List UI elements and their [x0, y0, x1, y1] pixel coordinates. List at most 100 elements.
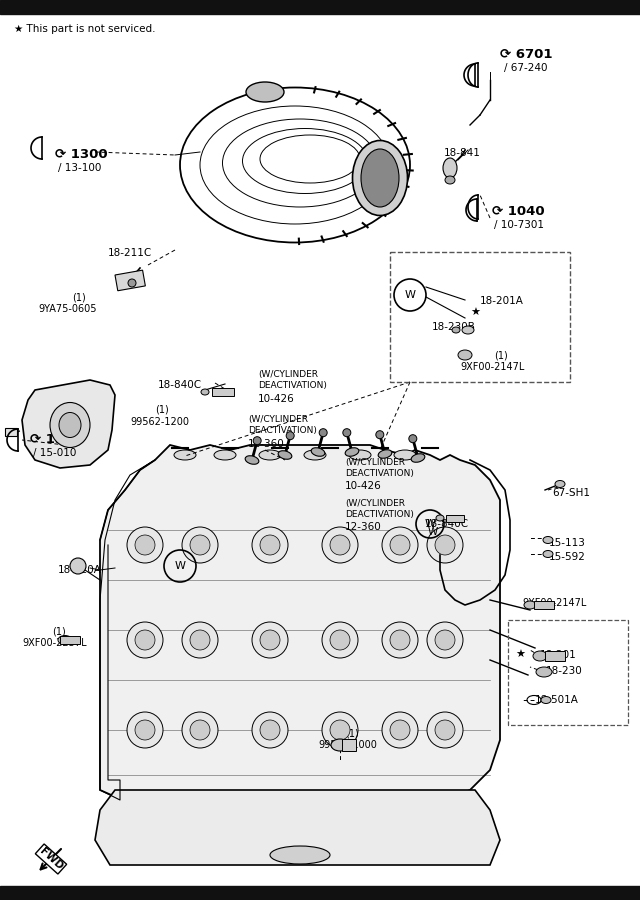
Polygon shape [100, 445, 500, 820]
Ellipse shape [543, 536, 553, 544]
Text: 99562-1000: 99562-1000 [318, 740, 377, 750]
Circle shape [435, 720, 455, 740]
Ellipse shape [361, 149, 399, 207]
Text: DEACTIVATION): DEACTIVATION) [248, 426, 317, 435]
Ellipse shape [536, 667, 552, 677]
Circle shape [182, 712, 218, 748]
Text: (W/CYLINDER: (W/CYLINDER [248, 415, 308, 424]
Polygon shape [95, 790, 500, 865]
Circle shape [409, 435, 417, 443]
Circle shape [135, 720, 155, 740]
Ellipse shape [174, 450, 196, 460]
Circle shape [343, 428, 351, 436]
Ellipse shape [345, 447, 359, 456]
Text: 12-360: 12-360 [248, 439, 285, 449]
Ellipse shape [462, 326, 474, 334]
Ellipse shape [353, 140, 408, 215]
Ellipse shape [394, 450, 416, 460]
Text: ⟳ 6701: ⟳ 6701 [500, 48, 552, 61]
Circle shape [390, 535, 410, 555]
Circle shape [252, 622, 288, 658]
Text: (1): (1) [72, 292, 86, 302]
Circle shape [260, 630, 280, 650]
Ellipse shape [245, 455, 259, 464]
Circle shape [135, 535, 155, 555]
Circle shape [127, 712, 163, 748]
Text: 18-841: 18-841 [444, 148, 481, 158]
Circle shape [70, 558, 86, 574]
Ellipse shape [246, 82, 284, 102]
Text: 18-211C: 18-211C [108, 248, 152, 258]
Text: 18-230: 18-230 [546, 666, 583, 676]
Ellipse shape [541, 697, 551, 704]
Ellipse shape [411, 454, 425, 463]
Text: / 10-7301: / 10-7301 [494, 220, 544, 230]
Text: 18-230B: 18-230B [432, 322, 476, 332]
Circle shape [322, 622, 358, 658]
Ellipse shape [543, 551, 553, 557]
Ellipse shape [50, 402, 90, 447]
Circle shape [127, 527, 163, 563]
Ellipse shape [349, 450, 371, 460]
Text: ⟳ 1500: ⟳ 1500 [30, 433, 83, 446]
Text: W: W [175, 561, 186, 571]
Text: 10-426: 10-426 [258, 394, 295, 404]
Bar [390, 252, 570, 382]
Circle shape [322, 527, 358, 563]
Text: (W/CYLINDER: (W/CYLINDER [345, 458, 405, 467]
Text: W: W [404, 290, 415, 300]
Ellipse shape [278, 451, 292, 459]
Ellipse shape [445, 176, 455, 184]
Text: (W/CYLINDER: (W/CYLINDER [258, 370, 318, 379]
Bar [5, 428, 17, 436]
Circle shape [252, 712, 288, 748]
Text: 67-SH1: 67-SH1 [552, 488, 590, 498]
Circle shape [286, 432, 294, 440]
Text: 9YA75-0605: 9YA75-0605 [38, 304, 97, 314]
Ellipse shape [524, 601, 536, 609]
Ellipse shape [436, 515, 444, 521]
Circle shape [182, 527, 218, 563]
Text: 18-501A: 18-501A [535, 695, 579, 705]
Ellipse shape [214, 450, 236, 460]
Circle shape [190, 535, 210, 555]
Bar [0, 0, 640, 14]
Ellipse shape [378, 450, 392, 458]
Circle shape [127, 622, 163, 658]
Text: 18-920A: 18-920A [58, 565, 102, 575]
Ellipse shape [311, 447, 325, 456]
Circle shape [435, 535, 455, 555]
Text: FWD: FWD [38, 846, 65, 872]
Ellipse shape [555, 481, 565, 488]
Text: 15-113: 15-113 [549, 538, 586, 548]
Circle shape [190, 720, 210, 740]
Text: (1): (1) [345, 728, 359, 738]
Text: 18-201: 18-201 [540, 650, 577, 660]
Bar [446, 515, 464, 522]
Bar [342, 739, 356, 751]
Circle shape [427, 712, 463, 748]
Text: 9XF00-2257L: 9XF00-2257L [22, 638, 86, 648]
Ellipse shape [58, 635, 72, 644]
Circle shape [427, 622, 463, 658]
Bar [60, 636, 80, 644]
Text: ⟳ 1040: ⟳ 1040 [492, 205, 545, 218]
Text: 10-426: 10-426 [345, 481, 381, 491]
Text: ★: ★ [470, 308, 480, 318]
Text: ★: ★ [515, 650, 525, 660]
Text: / 13-100: / 13-100 [58, 163, 101, 173]
Text: (1): (1) [52, 626, 66, 636]
Bar [508, 620, 628, 725]
Circle shape [382, 622, 418, 658]
Ellipse shape [201, 389, 209, 395]
Text: W: W [424, 519, 435, 529]
Text: DEACTIVATION): DEACTIVATION) [258, 381, 327, 390]
Ellipse shape [533, 651, 547, 661]
Circle shape [390, 720, 410, 740]
Text: W: W [428, 527, 438, 537]
Text: / 67-240: / 67-240 [504, 63, 547, 73]
Polygon shape [22, 380, 115, 468]
Circle shape [382, 712, 418, 748]
Ellipse shape [331, 739, 349, 751]
Ellipse shape [304, 450, 326, 460]
